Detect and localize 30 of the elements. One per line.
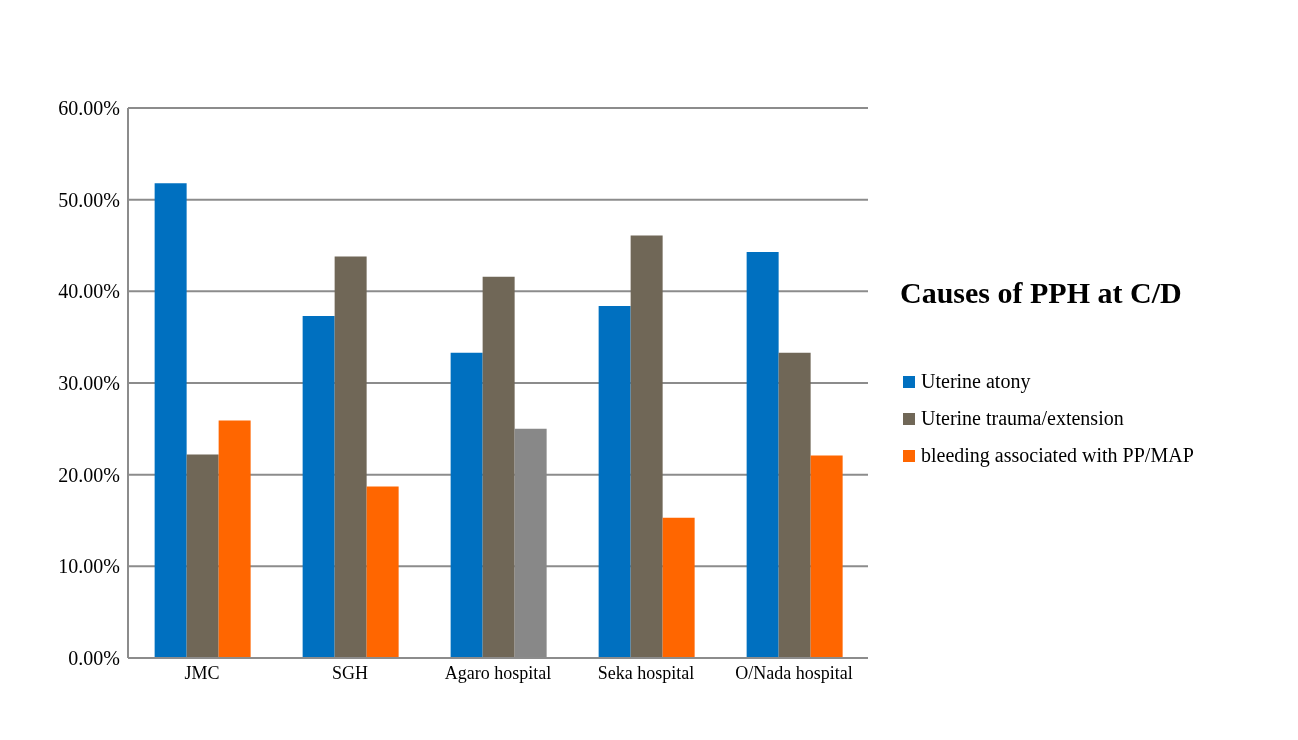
x-tick-label: Agaro hospital xyxy=(444,662,552,683)
bar xyxy=(450,352,483,658)
bar xyxy=(482,276,515,658)
x-tick-label: Seka hospital xyxy=(597,662,695,683)
y-tick-label: 30.00% xyxy=(58,372,120,395)
y-tick-label: 60.00% xyxy=(58,97,120,120)
bar xyxy=(334,256,367,658)
bar xyxy=(810,455,843,658)
y-tick-label: 50.00% xyxy=(58,188,120,211)
x-tick-label: O/Nada hospital xyxy=(735,662,853,683)
bar xyxy=(218,420,251,658)
y-tick-label: 20.00% xyxy=(58,463,120,486)
legend-label: Uterine atony xyxy=(921,370,1031,393)
bar xyxy=(662,517,695,658)
bar xyxy=(778,352,811,658)
text: Causes of PPH at C/D xyxy=(900,276,1182,310)
legend-label: bleeding associated with PP/MAP xyxy=(921,444,1194,467)
bar xyxy=(746,251,779,658)
bar xyxy=(154,183,187,658)
y-tick-label: 0.00% xyxy=(68,647,120,670)
bar xyxy=(598,306,631,658)
x-tick-label: SGH xyxy=(331,662,369,683)
bar xyxy=(366,486,399,658)
x-tick-label: JMC xyxy=(184,662,220,683)
y-tick-label: 10.00% xyxy=(58,555,120,578)
bar xyxy=(186,454,219,658)
legend-label: Uterine trauma/extension xyxy=(921,407,1124,430)
bar xyxy=(630,235,663,658)
bar xyxy=(302,316,335,658)
y-tick-label: 40.00% xyxy=(58,280,120,303)
